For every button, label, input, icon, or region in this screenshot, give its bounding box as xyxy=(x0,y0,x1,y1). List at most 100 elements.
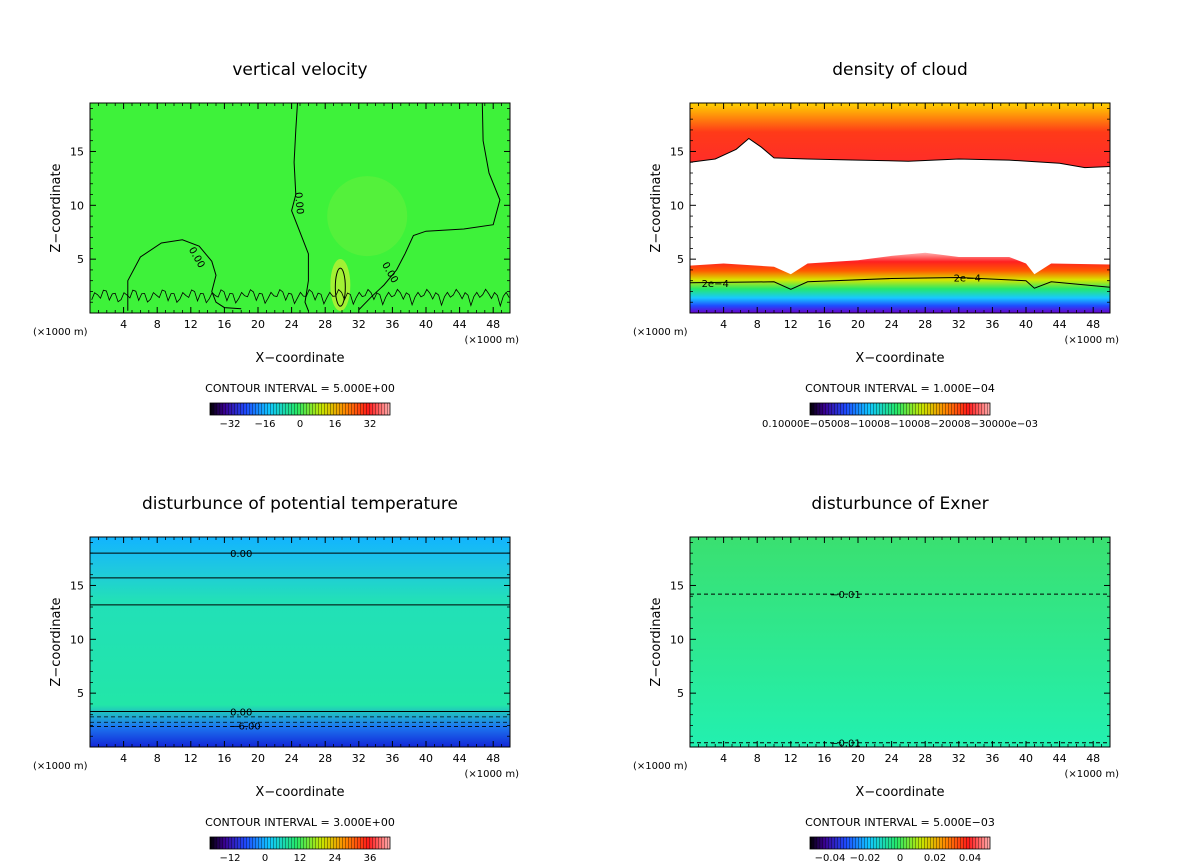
x-tick-label: 8 xyxy=(754,752,761,765)
x-tick-label: 12 xyxy=(184,752,198,765)
y-tick-label: 15 xyxy=(670,145,684,158)
updraft-blob xyxy=(330,259,351,311)
colorbar-tick-label: −32 xyxy=(219,419,240,430)
x-tick-label: 32 xyxy=(952,752,966,765)
x-tick-label: 48 xyxy=(486,752,500,765)
colorbar-stripes xyxy=(210,837,390,849)
y-tick-label: 10 xyxy=(70,199,84,212)
x-axis-label: X−coordinate xyxy=(855,785,944,800)
cloud-band-bottom xyxy=(690,252,1110,313)
contour-2e-4 xyxy=(689,276,1111,290)
x-tick-label: 20 xyxy=(851,318,865,331)
y-tick-label: 5 xyxy=(77,687,84,700)
plot-area xyxy=(690,537,1110,747)
contour-cloud-top xyxy=(689,137,1111,169)
colorbar-tick-label: 16 xyxy=(329,419,342,430)
x-tick-label: 40 xyxy=(1019,752,1033,765)
x-tick-label: 48 xyxy=(1086,318,1100,331)
panel-title: disturbunce of potential temperature xyxy=(142,494,458,514)
x-tick-label: 4 xyxy=(120,752,127,765)
x-tick-label: 4 xyxy=(720,318,727,331)
colorbar-stripes xyxy=(810,837,990,849)
x-unit-left: (×1000 m) xyxy=(33,327,88,338)
x-tick-label: 40 xyxy=(1019,318,1033,331)
contour-label: 2e−4 xyxy=(954,273,981,284)
x-tick-label: 24 xyxy=(885,752,899,765)
colorbar-tick-label: 36 xyxy=(364,853,377,864)
x-tick-label: 8 xyxy=(154,318,161,331)
x-unit-right: (×1000 m) xyxy=(1064,769,1119,780)
contour-interval: CONTOUR INTERVAL = 5.000E−03 xyxy=(805,816,995,829)
x-tick-label: 40 xyxy=(419,318,433,331)
y-tick-label: 15 xyxy=(670,579,684,592)
colorbar-stripes xyxy=(810,403,990,415)
colorbar-tick-label: 24 xyxy=(329,853,342,864)
y-tick-label: 15 xyxy=(70,145,84,158)
contour-label: −0.01 xyxy=(830,590,861,601)
x-tick-label: 12 xyxy=(184,318,198,331)
x-unit-right: (×1000 m) xyxy=(464,769,519,780)
colorbar-tick-label: 0 xyxy=(262,853,268,864)
x-tick-label: 24 xyxy=(885,318,899,331)
contour-label: 0.00 xyxy=(292,192,305,215)
x-tick-label: 12 xyxy=(784,318,798,331)
x-tick-label: 36 xyxy=(985,752,999,765)
x-tick-label: 28 xyxy=(918,752,932,765)
x-axis-label: X−coordinate xyxy=(255,785,344,800)
x-tick-label: 16 xyxy=(817,752,831,765)
panel-potential-temperature: disturbunce of potential temperature 0.00… xyxy=(33,494,519,864)
x-unit-left: (×1000 m) xyxy=(633,761,688,772)
colorbar-tick-label: −0.02 xyxy=(850,853,881,864)
y-tick-label: 5 xyxy=(677,687,684,700)
colorbar-tick-label: 0 xyxy=(297,419,303,430)
x-tick-label: 40 xyxy=(419,752,433,765)
x-tick-label: 20 xyxy=(251,318,265,331)
contour-updraft xyxy=(334,267,346,307)
contour-label: −6.00 xyxy=(230,721,261,732)
panel-title: vertical velocity xyxy=(232,60,367,80)
x-tick-label: 32 xyxy=(352,752,366,765)
x-tick-label: 24 xyxy=(285,752,299,765)
x-tick-label: 28 xyxy=(318,318,332,331)
x-unit-right: (×1000 m) xyxy=(1064,335,1119,346)
colorbar-tick-label: 12 xyxy=(294,853,307,864)
y-tick-label: 10 xyxy=(70,633,84,646)
colorbar-stripes xyxy=(210,403,390,415)
x-tick-label: 32 xyxy=(952,318,966,331)
colorbar-tick-label: −12 xyxy=(219,853,240,864)
contour-zero xyxy=(358,102,501,311)
colorbar-tick-label: −0.04 xyxy=(815,853,846,864)
x-tick-label: 8 xyxy=(754,318,761,331)
shade-blob xyxy=(327,176,408,257)
x-tick-label: 24 xyxy=(285,318,299,331)
colorbar-frame xyxy=(209,402,391,416)
colorbar-tick-label: 0.10000E−05008−10008−10008−20008−30000e−… xyxy=(762,419,1038,430)
cloud-band-top xyxy=(690,103,1110,168)
x-tick-label: 44 xyxy=(1053,752,1067,765)
x-axis-label: X−coordinate xyxy=(255,351,344,366)
colorbar-tick-label: 0 xyxy=(897,853,903,864)
x-tick-label: 32 xyxy=(352,318,366,331)
x-tick-label: 20 xyxy=(251,752,265,765)
panel-title: disturbunce of Exner xyxy=(811,494,988,514)
x-unit-left: (×1000 m) xyxy=(33,761,88,772)
panel-title: density of cloud xyxy=(832,60,968,80)
colorbar-tick-label: 0.04 xyxy=(959,853,981,864)
x-tick-label: 36 xyxy=(985,318,999,331)
contour-label: 0.00 xyxy=(230,549,252,560)
contour-interval: CONTOUR INTERVAL = 5.000E+00 xyxy=(205,382,395,395)
x-tick-label: 12 xyxy=(784,752,798,765)
colorbar-frame xyxy=(209,836,391,850)
x-unit-right: (×1000 m) xyxy=(464,335,519,346)
colorbar-tick-label: 32 xyxy=(364,419,377,430)
y-axis-label: Z−coordinate xyxy=(649,163,664,252)
contour-label: 0.00 xyxy=(230,707,252,718)
contour-surface xyxy=(91,288,510,308)
x-tick-label: 16 xyxy=(817,318,831,331)
x-tick-label: 44 xyxy=(1053,318,1067,331)
y-tick-label: 5 xyxy=(77,253,84,266)
x-unit-left: (×1000 m) xyxy=(633,327,688,338)
y-tick-label: 10 xyxy=(670,633,684,646)
